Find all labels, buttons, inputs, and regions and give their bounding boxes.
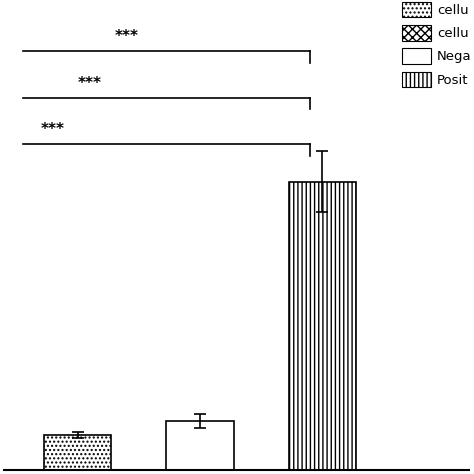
Text: ***: *** bbox=[41, 122, 65, 137]
Bar bbox=[289, 182, 356, 470]
Text: ***: *** bbox=[115, 29, 138, 45]
Legend: cellu, cellu, Nega, Posit: cellu, cellu, Nega, Posit bbox=[401, 2, 472, 87]
Bar bbox=[166, 421, 234, 470]
Text: ***: *** bbox=[78, 76, 102, 91]
Bar bbox=[44, 435, 111, 470]
